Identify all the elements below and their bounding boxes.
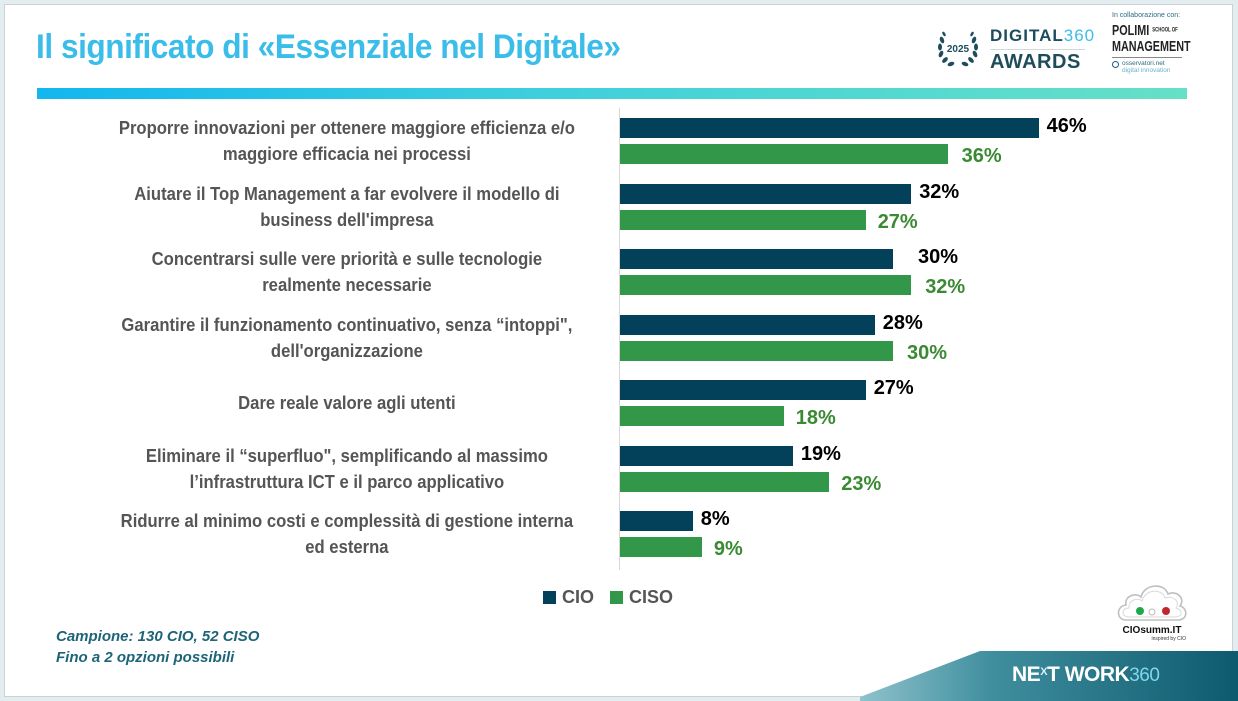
magnifier-icon — [1112, 60, 1119, 68]
data-label-cio: 46% — [1046, 115, 1087, 137]
category-label-line: Concentrarsi sulle vere priorità e sulle… — [151, 248, 543, 269]
cloud-icon — [1117, 585, 1187, 621]
network-ne: NE — [1012, 663, 1041, 686]
bar-cio — [620, 511, 693, 531]
accent-gradient-bar — [37, 88, 1187, 99]
legend-label-ciso: CISO — [629, 586, 674, 607]
bar-cio — [620, 118, 1039, 138]
awards-line2: AWARDS — [990, 51, 1081, 73]
ciosumm-logo: CIOsumm.IT inspired by CIO — [1112, 578, 1192, 648]
category-label-line: Eliminare il “superfluo", semplificando … — [145, 444, 548, 466]
bar-ciso — [620, 406, 784, 426]
network-twork: T WORK — [1047, 663, 1130, 686]
data-label-cio: 30% — [918, 246, 959, 268]
footer-band-shape — [860, 651, 1238, 701]
footnote-sample: Campione: 130 CIO, 52 CISO — [56, 628, 260, 645]
bar-ciso — [620, 340, 893, 361]
laurel-wreath-icon: 2025 — [938, 31, 978, 67]
digital360-awards-logo: 2025 DIGITAL360 AWARDS — [936, 24, 1096, 74]
collaboration-caption: In collaborazione con: — [1112, 12, 1181, 19]
data-label-cio: 32% — [919, 180, 960, 203]
bar-cio — [620, 249, 893, 269]
data-label-ciso: 27% — [877, 210, 918, 233]
footnote-options: Fino a 2 opzioni possibili — [56, 649, 235, 666]
category-label-line: l’infrastruttura ICT e il parco applicat… — [189, 470, 505, 492]
legend-label-cio: CIO — [562, 586, 595, 607]
category-label: Eliminare il “superfluo", semplificando … — [96, 443, 598, 495]
chart-legend: CIO CISO — [543, 586, 689, 608]
category-label-line: dell'organizzazione — [270, 339, 423, 361]
network360-footer: NEXT WORK360 — [860, 651, 1238, 701]
bar-cio — [620, 314, 875, 335]
data-label-cio: 27% — [873, 377, 914, 399]
collaboration-logos: In collaborazione con: POLIMI SCHOOL OF … — [1112, 12, 1192, 86]
slide-title: Il significato di «Essenziale nel Digita… — [36, 28, 621, 66]
network-x: X — [1040, 666, 1048, 678]
awards-year: 2025 — [947, 44, 970, 55]
footnote: Campione: 130 CIO, 52 CISO Fino a 2 opzi… — [56, 626, 259, 668]
bar-ciso — [620, 275, 912, 295]
ciosumm-tagline: inspired by CIO — [1151, 636, 1186, 642]
category-axis-line — [619, 108, 620, 570]
category-label-line: Ridurre al minimo costi e complessità di… — [120, 510, 574, 531]
osservatori-tagline: digital innovation — [1122, 66, 1171, 74]
red-dot-icon — [1162, 607, 1170, 615]
category-label: Concentrarsi sulle vere priorità e sulle… — [96, 246, 598, 298]
category-label-line: Garantire il funzionamento continuativo,… — [121, 313, 573, 335]
white-dot-icon — [1148, 608, 1156, 616]
polimi-word: POLIMI — [1112, 22, 1150, 39]
category-label-line: ed esterna — [305, 536, 389, 557]
category-label-line: Dare reale valore agli utenti — [238, 392, 456, 413]
category-label-line: Aiutare il Top Management a far evolvere… — [134, 182, 560, 204]
data-label-cio: 8% — [700, 508, 730, 530]
network-360: 360 — [1129, 665, 1160, 686]
bar-ciso — [620, 471, 830, 492]
data-label-ciso: 32% — [925, 276, 966, 298]
legend-swatch-ciso — [610, 590, 624, 604]
legend-swatch-cio — [543, 590, 556, 604]
polimi-school-of: SCHOOL OF — [1152, 27, 1178, 34]
category-label: Aiutare il Top Management a far evolvere… — [96, 181, 598, 233]
osservatori-name: osservatori.net — [1122, 59, 1165, 67]
collab-divider — [1112, 56, 1182, 58]
bar-cio — [620, 445, 793, 466]
polimi-logo-line1: POLIMI SCHOOL OF — [1112, 22, 1178, 39]
data-label-ciso: 9% — [713, 538, 743, 560]
bar-cio — [620, 380, 866, 400]
category-label: Dare reale valore agli utenti — [96, 390, 598, 416]
data-label-cio: 28% — [882, 311, 923, 334]
awards-line1: DIGITAL360 — [990, 26, 1095, 46]
bar-ciso — [620, 537, 702, 557]
data-label-ciso: 23% — [841, 472, 882, 495]
ciosumm-name: CIOsumm.IT — [1122, 625, 1182, 636]
bar-cio — [620, 183, 912, 204]
bar-ciso — [620, 144, 948, 164]
category-label-line: maggiore efficacia nei processi — [222, 143, 471, 164]
data-label-cio: 19% — [800, 442, 841, 465]
awards-360: 360 — [1063, 26, 1096, 45]
data-label-ciso: 36% — [961, 145, 1002, 167]
category-label: Ridurre al minimo costi e complessità di… — [96, 508, 598, 560]
category-label-line: realmente necessarie — [262, 274, 432, 295]
network360-wordmark: NEXT WORK360 — [1012, 663, 1160, 687]
polimi-logo-line2: MANAGEMENT — [1112, 37, 1191, 55]
bar-ciso — [620, 209, 866, 230]
awards-digital-word: DIGITAL — [990, 26, 1064, 45]
osservatori-logo: osservatori.net digital innovation — [1112, 60, 1192, 74]
category-label-line: business dell'impresa — [260, 208, 434, 230]
data-label-ciso: 30% — [907, 341, 948, 364]
awards-separator — [990, 49, 1085, 50]
category-label: Proporre innovazioni per ottenere maggio… — [96, 115, 598, 167]
green-dot-icon — [1136, 607, 1144, 615]
category-label-line: Proporre innovazioni per ottenere maggio… — [118, 117, 575, 138]
category-label: Garantire il funzionamento continuativo,… — [96, 312, 598, 364]
data-label-ciso: 18% — [795, 407, 836, 429]
